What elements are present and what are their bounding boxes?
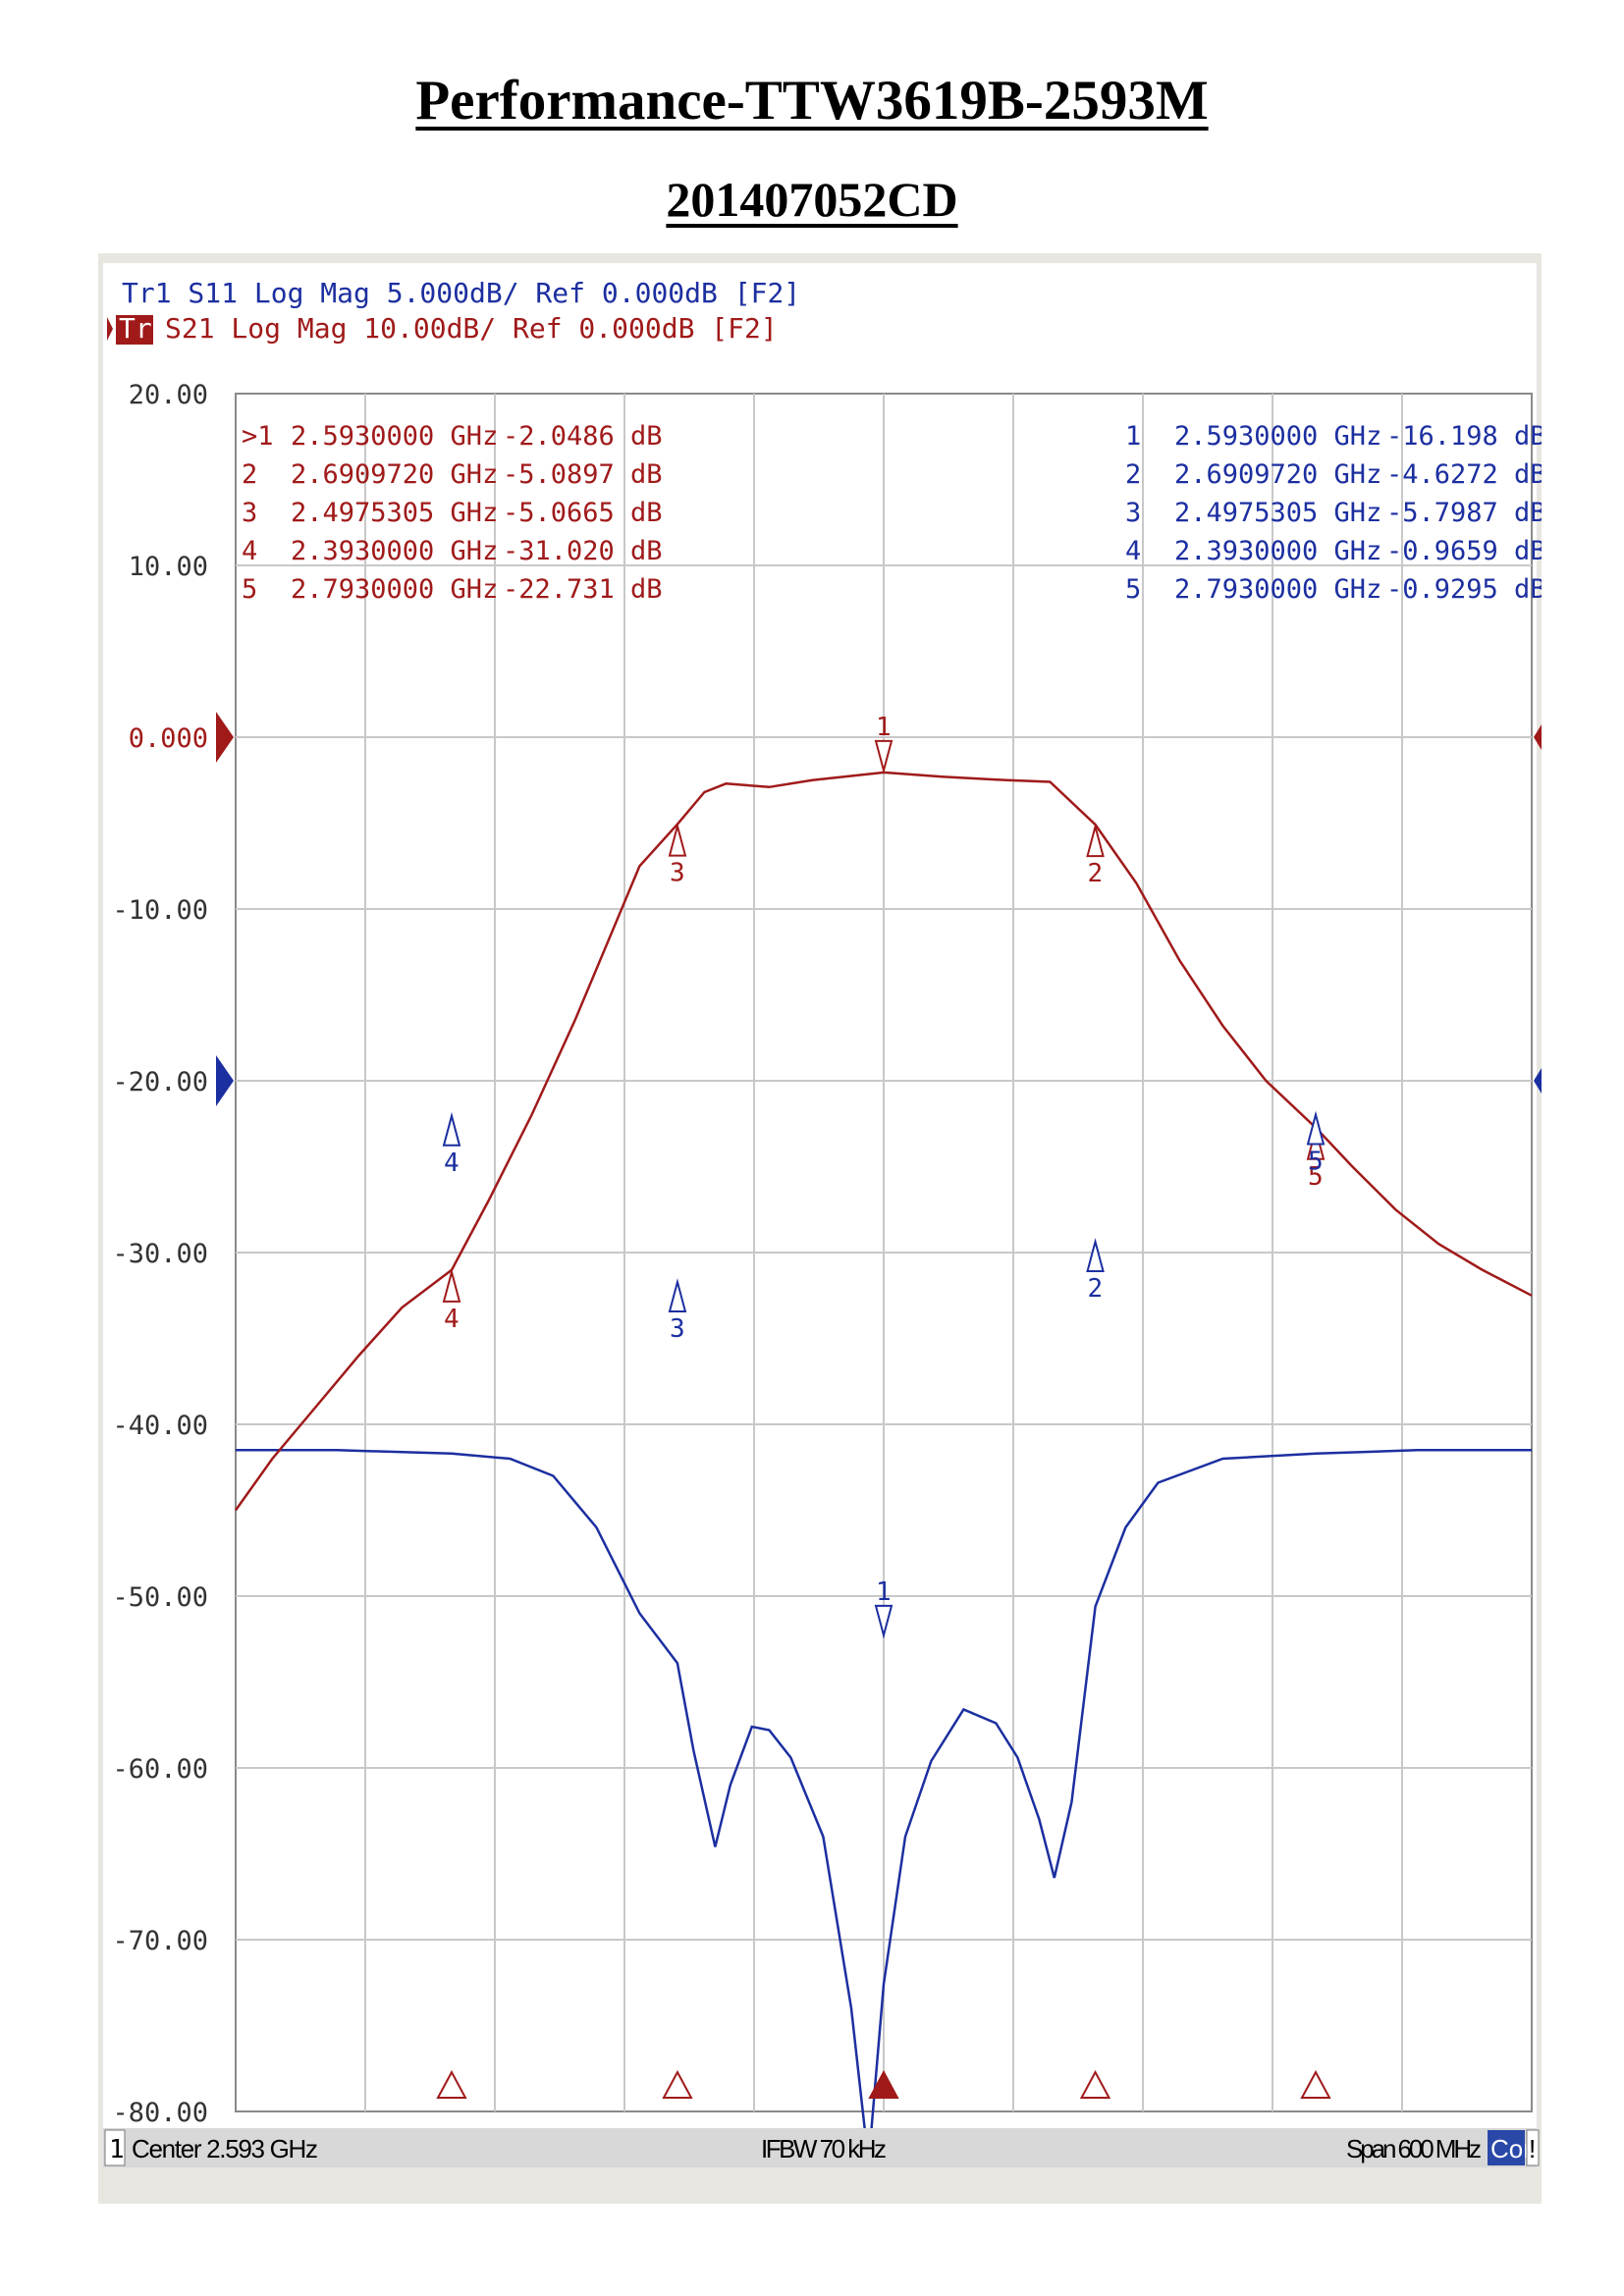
s21-marker-row-freq: 2.7930000 GHz [291, 574, 498, 605]
status-center[interactable]: Center 2.593 GHz [132, 2134, 318, 2163]
s11-marker-table: 1 2.5930000 GHz -16.198 dB 2 2.6909720 GHz -4… [1125, 421, 1542, 605]
s11-ref-arrow-right-icon [1534, 1068, 1542, 1094]
s11-marker-row-label: 1 [1125, 421, 1141, 452]
y-tick-label: -40.00 [112, 1411, 208, 1441]
cor-indicator-bg [1488, 2130, 1525, 2165]
alert-box [1526, 2129, 1540, 2166]
s21-marker-icon[interactable] [874, 739, 893, 774]
s11-marker-row-freq: 2.5930000 GHz [1174, 421, 1381, 452]
s11-marker-row-value: -0.9295 dB [1386, 574, 1542, 605]
s11-marker-label: 3 [670, 1314, 685, 1344]
s11-marker-label: 5 [1308, 1148, 1324, 1177]
s21-marker-row-freq: 2.5930000 GHz [291, 421, 498, 452]
s21-marker-label: 2 [1088, 859, 1104, 888]
s11-marker-label: 1 [876, 1577, 892, 1607]
status-channel[interactable]: 1 [109, 2135, 125, 2164]
y-tick-label: 20.00 [129, 380, 208, 410]
s21-marker-icon[interactable] [1086, 823, 1105, 858]
s21-marker-label: 4 [444, 1305, 460, 1334]
y-tick-label: -80.00 [112, 2098, 208, 2128]
s11-marker-row-value: -0.9659 dB [1386, 536, 1542, 566]
s21-marker-row-value: -31.020 dB [503, 536, 663, 566]
s11-ref-arrow-left-icon [216, 1055, 234, 1106]
s21-marker-row-label: 2 [242, 459, 257, 490]
s11-marker-icon[interactable] [668, 1278, 687, 1312]
y-tick-label: 10.00 [129, 552, 208, 582]
s11-marker-row-label: 4 [1125, 536, 1141, 566]
y-axis-ticks: 20.00 10.00 0.000 -10.00 -20.00 -30.00 -40.00 -… [112, 380, 208, 2128]
s11-marker-icon[interactable] [1086, 1238, 1105, 1272]
s21-marker-row-freq: 2.6909720 GHz [291, 459, 498, 490]
s21-marker-icon[interactable] [668, 822, 687, 857]
reference-arrows [216, 712, 1542, 1106]
s11-marker-icon[interactable] [1306, 1110, 1326, 1146]
s21-marker-row-label: 5 [242, 574, 257, 605]
s11-marker-row-label: 2 [1125, 459, 1141, 490]
s21-marker-label: 5 [1308, 1162, 1324, 1192]
status-cor[interactable]: Cor [1490, 2134, 1532, 2163]
s11-marker-icon[interactable] [874, 1604, 893, 1639]
s21-marker-label: 1 [876, 713, 892, 742]
trace2-tag-bg [116, 315, 153, 345]
status-bang[interactable]: ! [1529, 2134, 1536, 2163]
s21-marker-row-value: -5.0897 dB [503, 459, 663, 490]
s21-marker-label: 3 [670, 859, 685, 888]
channel-box [104, 2129, 126, 2166]
s21-marker-row-value: -2.0486 dB [503, 421, 663, 452]
s21-marker-row-freq: 2.4975305 GHz [291, 498, 498, 528]
s11-marker-row-label: 3 [1125, 498, 1141, 528]
y-tick-label: -30.00 [112, 1239, 208, 1269]
y-tick-label: -20.00 [112, 1067, 208, 1097]
trace2-tag[interactable]: Tr2 [119, 312, 169, 345]
s11-marker-row-value: -16.198 dB [1386, 421, 1542, 452]
s11-marker-label: 4 [444, 1148, 460, 1178]
bottom-marker-icon[interactable] [868, 2069, 899, 2099]
s11-marker-row-freq: 2.3930000 GHz [1174, 536, 1381, 566]
y-tick-label: -60.00 [112, 1754, 208, 1785]
y-tick-label: -70.00 [112, 1926, 208, 1956]
s21-ref-arrow-right-icon [1534, 724, 1542, 750]
s21-ref-arrow-left-icon [216, 712, 234, 763]
bottom-marker-icon[interactable] [1079, 2069, 1111, 2099]
s21-marker-row-label: >1 [242, 421, 274, 452]
trace-markers: 1 2 3 4 5 1 2 3 4 5 [442, 713, 1326, 1639]
s11-marker-row-freq: 2.4975305 GHz [1174, 498, 1381, 528]
s11-marker-label: 2 [1088, 1274, 1104, 1304]
page-subtitle: 201407052CD [666, 172, 958, 227]
status-bar-bg [103, 2128, 1537, 2167]
trace1-header[interactable]: Tr1 S11 Log Mag 5.000dB/ Ref 0.000dB [F2… [122, 277, 800, 309]
s21-marker-row-freq: 2.3930000 GHz [291, 536, 498, 566]
y-tick-label: 0.000 [129, 723, 208, 754]
s21-marker-icon[interactable] [442, 1267, 461, 1303]
s11-marker-row-freq: 2.7930000 GHz [1174, 574, 1381, 605]
s21-marker-row-value: -5.0665 dB [503, 498, 663, 528]
s21-marker-row-value: -22.731 dB [503, 574, 663, 605]
s21-marker-table: >1 2.5930000 GHz -2.0486 dB2 2.6909720 GHz -… [242, 421, 663, 605]
trace2-header[interactable]: S21 Log Mag 10.00dB/ Ref 0.000dB [F2] [165, 312, 778, 345]
s11-marker-row-freq: 2.6909720 GHz [1174, 459, 1381, 490]
bottom-marker-icon[interactable] [662, 2069, 693, 2099]
s11-marker-row-value: -4.6272 dB [1386, 459, 1542, 490]
y-tick-label: -50.00 [112, 1582, 208, 1613]
s11-marker-row-label: 5 [1125, 574, 1141, 605]
bottom-marker-icon[interactable] [436, 2069, 467, 2099]
y-tick-label: -10.00 [112, 895, 208, 926]
s11-marker-icon[interactable] [442, 1111, 461, 1147]
s21-marker-row-label: 4 [242, 536, 257, 566]
grid [236, 394, 1532, 2111]
s21-marker-row-label: 3 [242, 498, 257, 528]
bottom-marker-row [436, 2069, 1331, 2099]
vna-screen: Tr1 S11 Log Mag 5.000dB/ Ref 0.000dB [F2… [98, 253, 1542, 2204]
status-span[interactable]: Span 600 MHz [1346, 2134, 1482, 2163]
page-title: Performance-TTW3619B-2593M [415, 70, 1209, 132]
plot-area[interactable]: 20.00 10.00 0.000 -10.00 -20.00 -30.00 -40.00 -… [112, 380, 1542, 2163]
status-bar: 1 Center 2.593 GHz IFBW 70 kHz Span 600 … [103, 2128, 1540, 2167]
active-trace-pointer-icon [107, 317, 113, 341]
bottom-marker-icon[interactable] [1300, 2069, 1331, 2099]
s11-marker-row-value: -5.7987 dB [1386, 498, 1542, 528]
status-ifbw[interactable]: IFBW 70 kHz [761, 2134, 887, 2163]
